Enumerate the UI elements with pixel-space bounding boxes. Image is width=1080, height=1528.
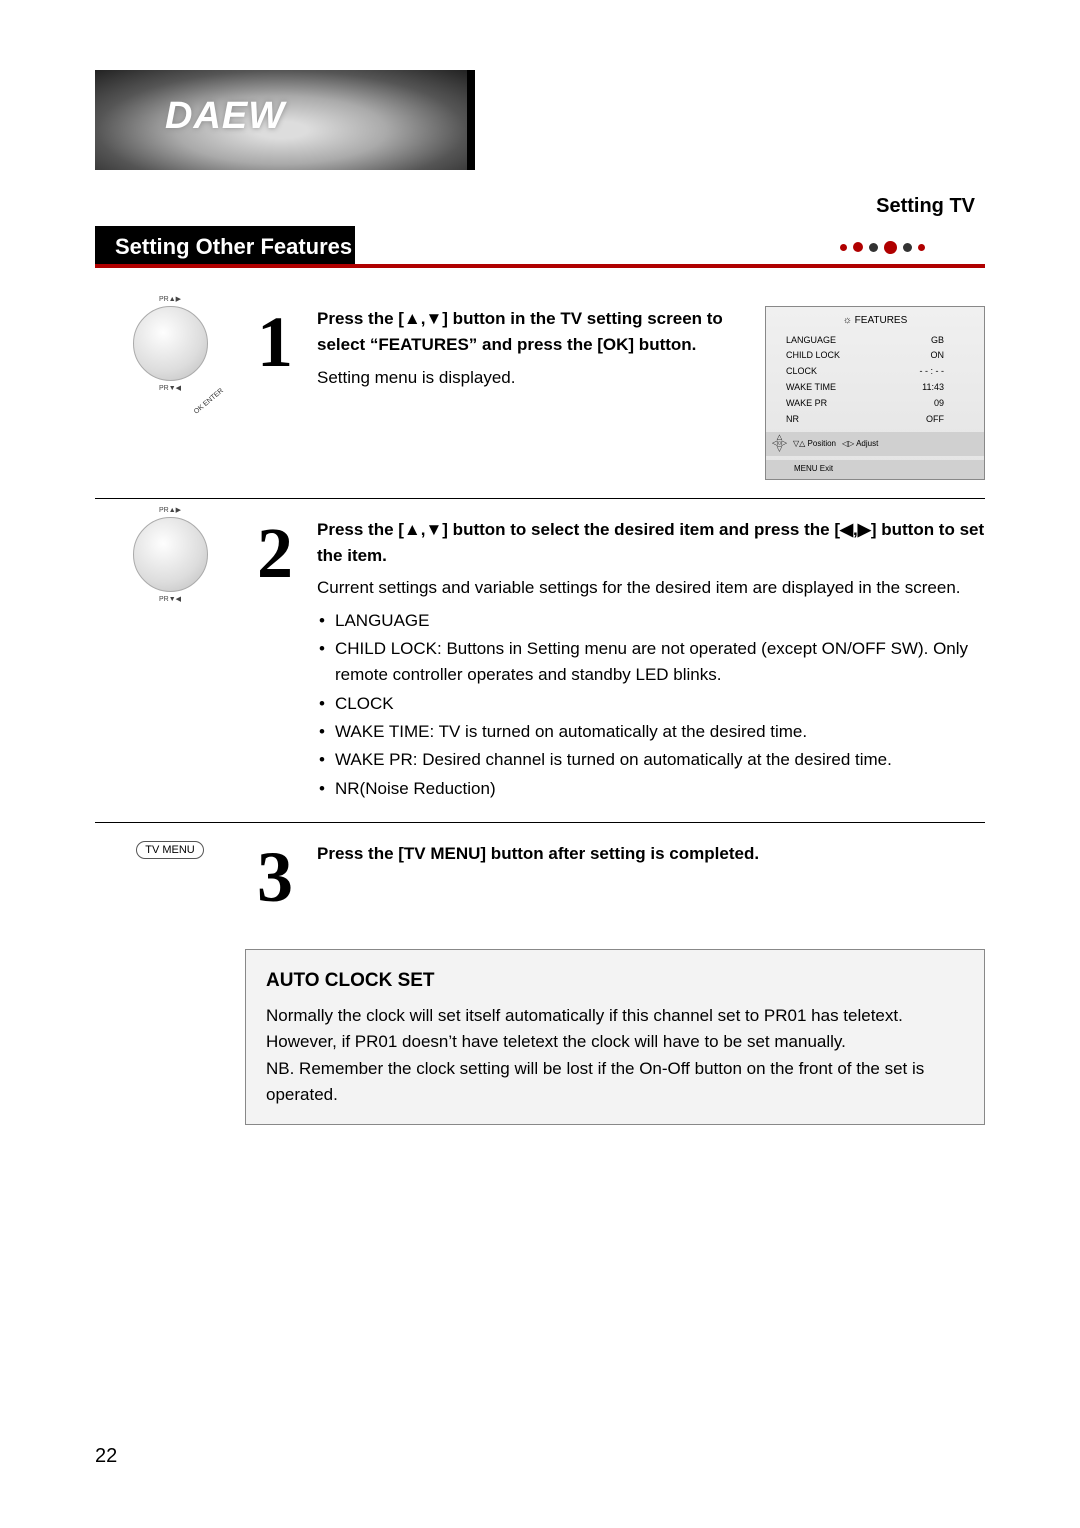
- osd-footer-exit: MENU Exit: [794, 463, 833, 475]
- osd-row-label: LANGUAGE: [786, 334, 836, 348]
- step-3-remote-col: TV MENU: [95, 841, 245, 859]
- list-item: LANGUAGE: [317, 608, 985, 634]
- section-label: Setting TV: [95, 195, 985, 218]
- dpad-top-label: PR▲▶: [159, 295, 181, 303]
- step-3-body: Press the [TV MENU] button after setting…: [305, 841, 985, 867]
- osd-row-label: NR: [786, 413, 799, 427]
- osd-row-value: GB: [931, 334, 944, 348]
- step-1-instruction: Press the [▲,▼] button in the TV setting…: [317, 306, 745, 359]
- osd-row-value: - - : - -: [920, 365, 945, 379]
- info-box-title: AUTO CLOCK SET: [266, 966, 964, 995]
- brand-logo: DAEW: [165, 95, 285, 138]
- osd-menu-row: NR OFF: [766, 412, 984, 428]
- step-3-instruction: Press the [TV MENU] button after setting…: [317, 841, 985, 867]
- step-2-description: Current settings and variable settings f…: [317, 575, 985, 601]
- step-1-description: Setting menu is displayed.: [317, 365, 745, 391]
- list-item: WAKE PR: Desired channel is turned on au…: [317, 747, 985, 773]
- step-2-remote-col: PR▲▶ PR▼◀: [95, 517, 245, 596]
- decorative-dot-icon: [869, 243, 878, 252]
- osd-row-value: 11:43: [922, 381, 944, 395]
- decorative-dot-icon: [884, 241, 897, 254]
- page-title: Setting Other Features: [95, 226, 355, 268]
- osd-row-value: ON: [931, 349, 945, 363]
- step-1-remote-col: PR▲▶ PR▼◀ OK ENTER: [95, 306, 245, 385]
- remote-dpad-icon: PR▲▶ PR▼◀ OK ENTER: [133, 306, 208, 381]
- osd-row-label: WAKE PR: [786, 397, 827, 411]
- page-number: 22: [95, 1445, 117, 1468]
- list-item: CLOCK: [317, 691, 985, 717]
- osd-title: ☼ FEATURES: [766, 313, 984, 333]
- step-1-number: 1: [245, 314, 305, 372]
- manual-page: DAEW Setting TV Setting Other Features P…: [0, 0, 1080, 1165]
- auto-clock-info-box: AUTO CLOCK SET Normally the clock will s…: [245, 949, 985, 1126]
- osd-row-label: WAKE TIME: [786, 381, 836, 395]
- osd-row-label: CLOCK: [786, 365, 817, 379]
- osd-menu-row: WAKE TIME 11:43: [766, 380, 984, 396]
- info-body-line: Normally the clock will set itself autom…: [266, 1003, 964, 1056]
- osd-menu-row: CLOCK - - : - -: [766, 364, 984, 380]
- dpad-ok-label: OK ENTER: [193, 387, 225, 415]
- osd-menu-row: WAKE PR 09: [766, 396, 984, 412]
- decorative-dot-icon: [853, 242, 863, 252]
- step-1-row: PR▲▶ PR▼◀ OK ENTER 1 Press the [▲,▼] but…: [95, 288, 985, 499]
- dpad-bottom-label: PR▼◀: [159, 384, 181, 392]
- osd-row-label: CHILD LOCK: [786, 349, 840, 363]
- step-3-number: 3: [245, 849, 305, 907]
- step-1-body: Press the [▲,▼] button in the TV setting…: [305, 306, 985, 480]
- header-banner: DAEW: [95, 70, 985, 185]
- info-box-body: Normally the clock will set itself autom…: [266, 1003, 964, 1108]
- osd-row-value: OFF: [926, 413, 944, 427]
- list-item: NR(Noise Reduction): [317, 776, 985, 802]
- info-body-line: NB. Remember the clock setting will be l…: [266, 1056, 964, 1109]
- step-3-row: TV MENU 3 Press the [TV MENU] button aft…: [95, 823, 985, 925]
- dpad-top-label: PR▲▶: [159, 506, 181, 514]
- step-2-bullet-list: LANGUAGECHILD LOCK: Buttons in Setting m…: [317, 608, 985, 802]
- remote-dpad-icon: PR▲▶ PR▼◀: [133, 517, 208, 592]
- osd-footer-adjust: Adjust: [856, 439, 878, 448]
- decorative-dot-icon: [840, 244, 847, 251]
- step-2-body: Press the [▲,▼] button to select the des…: [305, 517, 985, 804]
- dpad-bottom-label: PR▼◀: [159, 595, 181, 603]
- title-underline: [95, 264, 985, 268]
- osd-features-menu: ☼ FEATURES LANGUAGE GB CHILD LOCK ON CLOCK - …: [765, 306, 985, 480]
- step-2-row: PR▲▶ PR▼◀ 2 Press the [▲,▼] button to se…: [95, 499, 985, 823]
- tv-menu-button-icon: TV MENU: [136, 841, 204, 859]
- title-dots: [465, 240, 985, 254]
- decorative-dot-icon: [918, 244, 925, 251]
- osd-row-value: 09: [934, 397, 944, 411]
- list-item: WAKE TIME: TV is turned on automatically…: [317, 719, 985, 745]
- list-item: CHILD LOCK: Buttons in Setting menu are …: [317, 636, 985, 689]
- osd-menu-row: LANGUAGE GB: [766, 333, 984, 349]
- osd-footer-exit-row: MENU Exit: [766, 460, 984, 478]
- osd-footer: △◁○▷▽ ▽△ Position ◁▷ Adjust: [766, 432, 984, 456]
- nav-arrows-icon: △◁○▷▽: [772, 435, 787, 453]
- title-bar: Setting Other Features: [95, 226, 985, 268]
- osd-menu-row: CHILD LOCK ON: [766, 348, 984, 364]
- step-2-number: 2: [245, 525, 305, 583]
- decorative-dot-icon: [903, 243, 912, 252]
- osd-title-text: FEATURES: [855, 315, 908, 326]
- osd-footer-position: Position: [808, 439, 836, 448]
- step-2-instruction: Press the [▲,▼] button to select the des…: [317, 517, 985, 570]
